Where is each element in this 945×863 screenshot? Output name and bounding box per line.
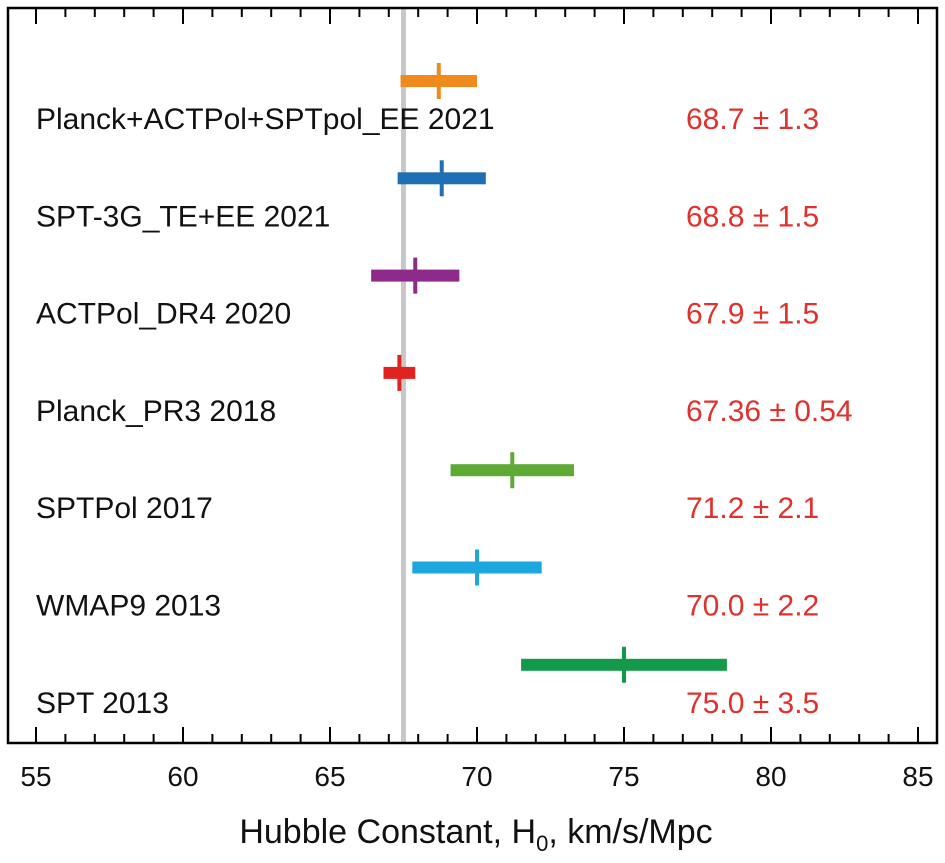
measurement-row: ACTPol_DR4 2020 67.9 ± 1.5	[36, 257, 819, 331]
x-tick-label: 80	[755, 761, 786, 792]
central-value-marker	[510, 452, 515, 489]
x-axis-title: Hubble Constant, H0, km/s/Mpc	[239, 813, 712, 856]
x-axis-title-subscript: 0	[536, 831, 548, 856]
measurement-row: Planck_PR3 2018 67.36 ± 0.54	[36, 354, 853, 428]
measurement-value: 75.0 ± 3.5	[686, 687, 819, 720]
central-value-marker	[622, 646, 626, 683]
x-axis-title-units: , km/s/Mpc	[548, 813, 712, 851]
measurement-label: Planck+ACTPol+SPTpol_EE 2021	[36, 103, 495, 136]
central-value-marker	[439, 160, 444, 197]
measurement-label: SPT-3G_TE+EE 2021	[36, 200, 330, 233]
measurement-row: WMAP9 2013 70.0 ± 2.2	[36, 549, 819, 623]
x-tick-label: 65	[314, 761, 345, 792]
x-tick-labels: 55 60 65 70 75 80 85	[20, 761, 933, 792]
measurement-label: SPTPol 2017	[36, 492, 213, 525]
x-axis-title-main: Hubble Constant, H	[239, 813, 536, 851]
measurement-value: 71.2 ± 2.1	[686, 492, 819, 525]
central-value-marker	[397, 354, 402, 391]
central-value-marker	[475, 549, 479, 586]
measurement-row: SPT-3G_TE+EE 2021 68.8 ± 1.5	[36, 160, 819, 233]
measurement-label: ACTPol_DR4 2020	[36, 298, 291, 331]
measurement-value: 67.36 ± 0.54	[686, 395, 853, 428]
measurement-value: 68.8 ± 1.5	[686, 200, 819, 233]
measurement-label: SPT 2013	[36, 687, 169, 720]
measurement-label: Planck_PR3 2018	[36, 395, 276, 428]
x-tick-label: 85	[902, 761, 933, 792]
central-value-marker	[413, 257, 418, 294]
measurement-row: Planck+ACTPol+SPTpol_EE 2021 68.7 ± 1.3	[36, 63, 819, 136]
x-tick-label: 75	[608, 761, 639, 792]
x-axis-ticks	[35, 8, 919, 743]
measurement-row: SPTPol 2017 71.2 ± 2.1	[36, 452, 819, 525]
measurement-value: 67.9 ± 1.5	[686, 298, 819, 331]
plot-frame	[6, 6, 939, 745]
central-value-marker	[436, 63, 441, 99]
x-tick-label: 55	[20, 761, 51, 792]
measurement-value: 68.7 ± 1.3	[686, 103, 819, 136]
measurement-value: 70.0 ± 2.2	[686, 590, 819, 623]
measurement-row: SPT 2013 75.0 ± 3.5	[36, 646, 819, 720]
x-tick-label: 60	[167, 761, 198, 792]
measurement-label: WMAP9 2013	[36, 590, 221, 623]
x-tick-label: 70	[461, 761, 492, 792]
measurement-rows: Planck+ACTPol+SPTpol_EE 2021 68.7 ± 1.3 SP…	[36, 63, 853, 720]
